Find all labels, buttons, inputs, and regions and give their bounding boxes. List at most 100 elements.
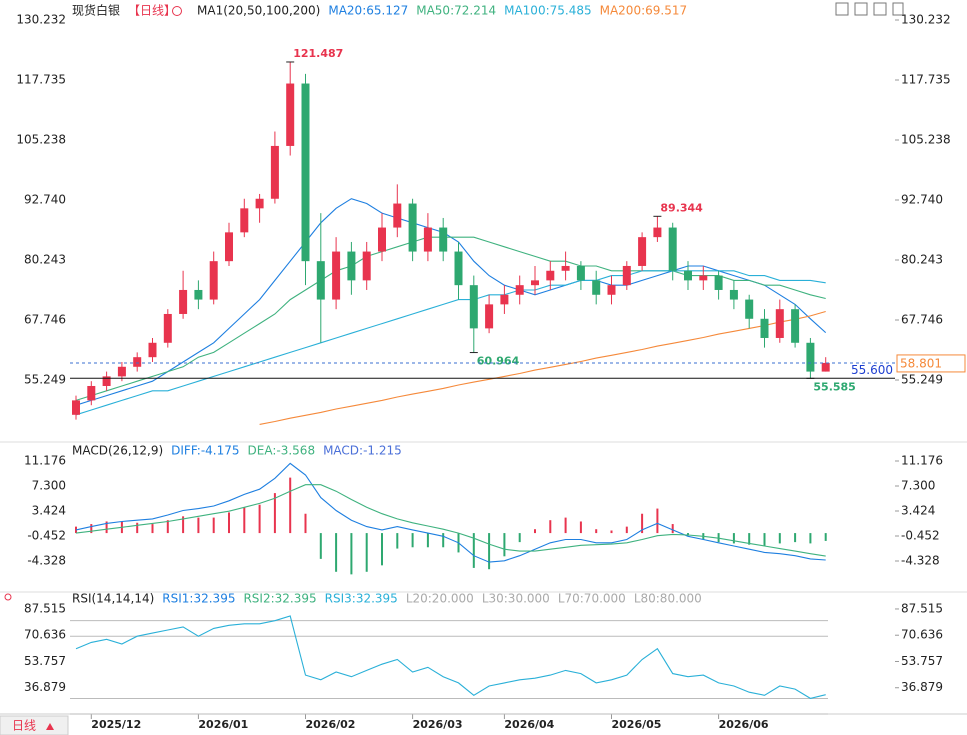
- candle-body: [378, 227, 386, 252]
- candle-body: [638, 237, 647, 266]
- macd-bar: [717, 533, 720, 543]
- candle-body: [286, 83, 295, 146]
- y-tick-label-right: 11.176: [901, 454, 943, 468]
- legend-entry: MACD(26,12,9): [72, 444, 163, 458]
- macd-bar: [319, 533, 322, 559]
- candle-body: [87, 385, 96, 401]
- candle-body: [806, 342, 815, 372]
- macd-bar: [396, 533, 399, 549]
- candle-body: [821, 362, 830, 372]
- y-tick-label: 53.757: [24, 654, 66, 668]
- y-tick-label: 7.300: [32, 479, 66, 493]
- y-tick-label: 130.232: [16, 12, 66, 26]
- legend-entry: DEA:-3.568: [248, 444, 316, 458]
- macd-bar: [794, 533, 797, 543]
- extreme-label: 89.344: [660, 201, 703, 214]
- y-tick-label: 87.515: [24, 601, 66, 615]
- macd-bar: [472, 533, 475, 568]
- y-tick-label: 55.249: [24, 372, 66, 386]
- macd-bar: [105, 521, 108, 534]
- legend-entry: L70:70.000: [558, 592, 626, 606]
- candle-body: [72, 400, 80, 415]
- legend-entry: MA20:65.127: [328, 4, 408, 18]
- candle-body: [729, 289, 738, 300]
- candle-body: [240, 208, 249, 233]
- candle-body: [347, 251, 356, 281]
- y-tick-label-right: 105.238: [901, 132, 951, 146]
- y-tick-label-right: 3.424: [901, 504, 935, 518]
- macd-bar: [273, 493, 276, 534]
- y-tick-label-right: 55.249: [901, 372, 943, 386]
- icon-button[interactable]: [873, 2, 887, 16]
- macd-bar: [411, 533, 414, 548]
- legend-entry: MACD:-1.215: [323, 444, 402, 458]
- y-tick-label-right: 36.879: [901, 680, 943, 694]
- x-tick-label: 2026/04: [504, 718, 554, 731]
- settings-icon[interactable]: [4, 593, 12, 601]
- macd-bar: [381, 533, 383, 566]
- candle-body: [485, 304, 494, 329]
- legend-entry: MA50:72.214: [416, 4, 496, 18]
- legend-entry: DIFF:-4.175: [171, 444, 239, 458]
- macd-bar: [488, 533, 491, 570]
- candle-body: [255, 198, 264, 209]
- y-tick-label: 105.238: [16, 132, 66, 146]
- icon-button[interactable]: [835, 2, 849, 16]
- legend-entry: L20:20.000: [406, 592, 474, 606]
- macd-bar: [748, 533, 751, 545]
- legend-entry: 【日线】: [128, 4, 176, 18]
- candle-body: [439, 227, 448, 252]
- price-line-label: 55.600: [851, 363, 893, 377]
- macd-bar: [365, 533, 368, 572]
- extreme-label: 60.964: [477, 355, 520, 368]
- y-tick-label: 3.424: [32, 504, 66, 518]
- candle-body: [332, 251, 341, 300]
- legend-entry: MA200:69.517: [600, 4, 688, 18]
- y-tick-label: 67.746: [24, 312, 66, 326]
- candle-body: [607, 285, 616, 295]
- candle-body: [316, 261, 325, 300]
- x-tick-label: 2026/05: [612, 718, 662, 731]
- macd-bar: [579, 521, 582, 534]
- toolbar[interactable]: [835, 2, 904, 16]
- icon-button[interactable]: [892, 2, 904, 16]
- candle-body: [500, 294, 509, 305]
- legend-entry: RSI3:32.395: [325, 592, 398, 606]
- candle-body: [270, 145, 279, 199]
- macd-bar: [809, 533, 812, 544]
- last-price-box: [896, 354, 966, 373]
- candle-body: [393, 203, 402, 228]
- macd-bar: [534, 529, 536, 534]
- candle-body: [775, 309, 784, 338]
- ma-line: [259, 310, 826, 425]
- period-tab-label[interactable]: 日线: [12, 719, 36, 733]
- candle-body: [684, 270, 692, 281]
- macd-bar: [304, 513, 307, 534]
- macd-line: [75, 484, 826, 557]
- macd-bar: [136, 522, 139, 534]
- macd-bar: [595, 529, 598, 534]
- macd-bar: [687, 533, 689, 536]
- macd-bar: [442, 533, 445, 548]
- settings-icon[interactable]: [172, 6, 182, 16]
- legend-entry: RSI(14,14,14): [72, 592, 154, 606]
- y-tick-label-right: 130.232: [901, 12, 951, 26]
- macd-bar: [258, 504, 261, 534]
- macd-bar: [335, 533, 338, 572]
- x-tick-label: 2026/03: [413, 718, 463, 731]
- y-tick-label-right: -0.452: [901, 529, 940, 543]
- candle-body: [714, 275, 723, 290]
- candle-body: [148, 342, 157, 358]
- candle-body: [561, 265, 570, 271]
- legend-entry: L30:30.000: [482, 592, 550, 606]
- period-tab[interactable]: [0, 715, 69, 735]
- y-tick-label-right: 80.243: [901, 252, 943, 266]
- candle-body: [668, 227, 677, 271]
- icon-button[interactable]: [854, 2, 868, 16]
- macd-bar: [151, 524, 154, 534]
- y-tick-label: 36.879: [24, 680, 66, 694]
- candle-body: [745, 299, 754, 319]
- candle-body: [102, 376, 111, 386]
